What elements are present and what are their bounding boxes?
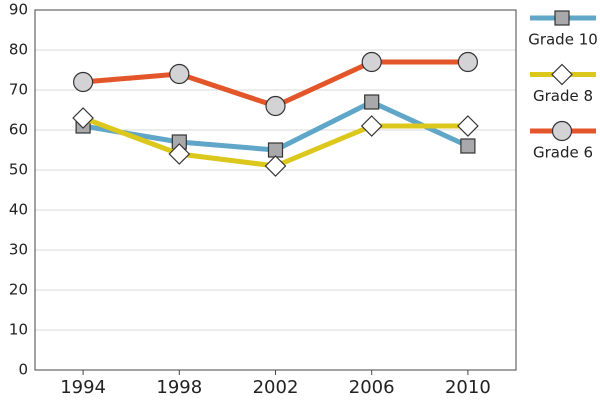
y-tick-label: 80 — [9, 41, 28, 59]
point — [360, 115, 383, 137]
y-tick-label: 40 — [9, 201, 28, 219]
legend-marker — [554, 10, 570, 26]
legend-label: Grade 6 — [533, 144, 593, 162]
point — [168, 143, 191, 165]
point — [457, 51, 478, 73]
x-tick-label: 1994 — [60, 377, 106, 398]
y-tick-label: 20 — [9, 281, 28, 299]
point — [265, 95, 286, 117]
point — [364, 94, 380, 110]
x-tick-label: 2010 — [445, 377, 491, 398]
y-tick-label: 90 — [9, 1, 28, 19]
point — [72, 107, 94, 129]
y-tick-label: 0 — [18, 361, 28, 379]
legend-label: Grade 10 — [528, 31, 598, 49]
y-tick-label: 70 — [9, 81, 28, 99]
y-tick-label: 50 — [9, 161, 28, 179]
point — [264, 155, 287, 177]
legend-label: Grade 8 — [533, 87, 593, 105]
legend-marker — [551, 120, 573, 142]
x-tick-label: 2002 — [253, 377, 299, 398]
y-tick-label: 30 — [9, 241, 28, 259]
point — [460, 138, 476, 154]
x-tick-label: 1998 — [156, 377, 202, 398]
point — [267, 142, 284, 158]
y-tick-label: 60 — [9, 121, 28, 139]
point — [361, 51, 382, 73]
point — [72, 71, 94, 93]
point — [169, 63, 190, 85]
point — [457, 115, 479, 137]
legend-marker — [551, 63, 573, 86]
x-tick-label: 2006 — [349, 377, 395, 398]
y-tick-label: 10 — [9, 321, 28, 339]
